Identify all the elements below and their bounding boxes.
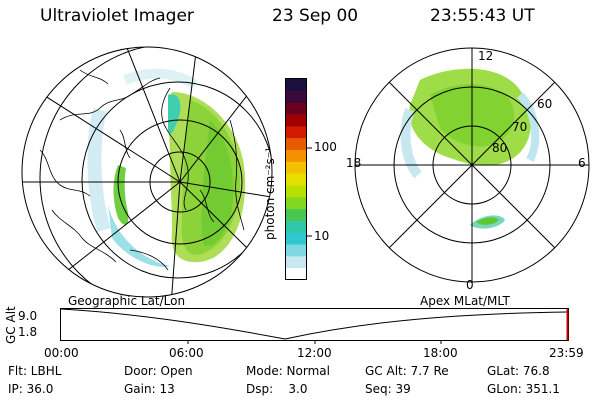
sequence-info: Seq: 39 xyxy=(365,382,411,396)
aurora-emission-geo xyxy=(87,68,246,267)
colorbar-step xyxy=(286,209,306,222)
colorbar-step xyxy=(286,220,306,234)
altitude-ytick-min: 1.8 xyxy=(18,325,38,339)
geo-graticule xyxy=(21,46,273,298)
geo-lon-info: GLon: 351.1 xyxy=(487,382,560,396)
mlt-label-0: 0 xyxy=(466,278,474,292)
altitude-xtick-1: 06:00 xyxy=(169,346,204,360)
altitude-ylabel: GC Alt xyxy=(4,306,18,344)
colorbar-step xyxy=(286,256,306,269)
color-scale-bar xyxy=(285,78,312,281)
altitude-plot xyxy=(60,308,569,344)
mlat-label-60: 60 xyxy=(537,97,553,111)
coastlines xyxy=(39,69,245,271)
colorbar-step xyxy=(286,138,306,151)
colorbar-step xyxy=(286,173,306,187)
observation-time: 23:55:43 UT xyxy=(430,6,535,26)
colorbar-step xyxy=(286,126,306,139)
colorbar-step xyxy=(286,244,306,257)
altitude-xtick-2: 12:00 xyxy=(297,346,332,360)
polar-map-caption: Apex MLat/MLT xyxy=(420,294,510,308)
mlt-label-6: 6 xyxy=(578,156,586,170)
colorbar-step xyxy=(286,90,306,104)
geo-lat-info: GLat: 76.8 xyxy=(487,364,550,378)
altitude-xtick-0: 00:00 xyxy=(44,346,79,360)
colorbar-step xyxy=(286,268,306,281)
geo-map-caption: Geographic Lat/Lon xyxy=(68,294,186,308)
colorbar-step xyxy=(286,114,306,127)
mlat-label-70: 70 xyxy=(512,120,528,134)
mlt-label-12: 12 xyxy=(478,49,494,63)
dsp-info: Dsp: 3.0 xyxy=(246,382,308,396)
polar-mlat-mlt-map xyxy=(354,47,590,283)
colorbar-step xyxy=(286,149,306,163)
colorbar-step xyxy=(286,197,306,210)
mlat-label-80: 80 xyxy=(492,141,508,155)
colorbar-step xyxy=(286,232,306,246)
gain-info: Gain: 13 xyxy=(124,382,175,396)
filter-info: Flt: LBHL xyxy=(8,364,62,378)
aurora-emission-polar xyxy=(400,68,540,229)
colorbar-step xyxy=(286,79,306,92)
ip-info: IP: 36.0 xyxy=(8,382,54,396)
colorbar-step xyxy=(286,185,306,198)
observation-date: 23 Sep 00 xyxy=(272,6,359,26)
door-info: Door: Open xyxy=(124,364,193,378)
altitude-xtick-3: 18:00 xyxy=(423,346,458,360)
geographic-map xyxy=(21,46,273,298)
mlt-label-18: 18 xyxy=(346,156,362,170)
instrument-title: Ultraviolet Imager xyxy=(40,6,194,26)
colorbar-step xyxy=(286,161,306,175)
mode-info: Mode: Normal xyxy=(246,364,330,378)
altitude-ytick-max: 9.0 xyxy=(18,309,38,323)
altitude-xtick-4: 23:59 xyxy=(549,346,584,360)
colorbar-step xyxy=(286,102,306,116)
colorbar-tick-10: 10 xyxy=(314,229,330,243)
colorbar-tick-100: 100 xyxy=(314,140,337,154)
polar-graticule xyxy=(354,47,590,283)
gc-altitude-info: GC Alt: 7.7 Re xyxy=(365,364,449,378)
